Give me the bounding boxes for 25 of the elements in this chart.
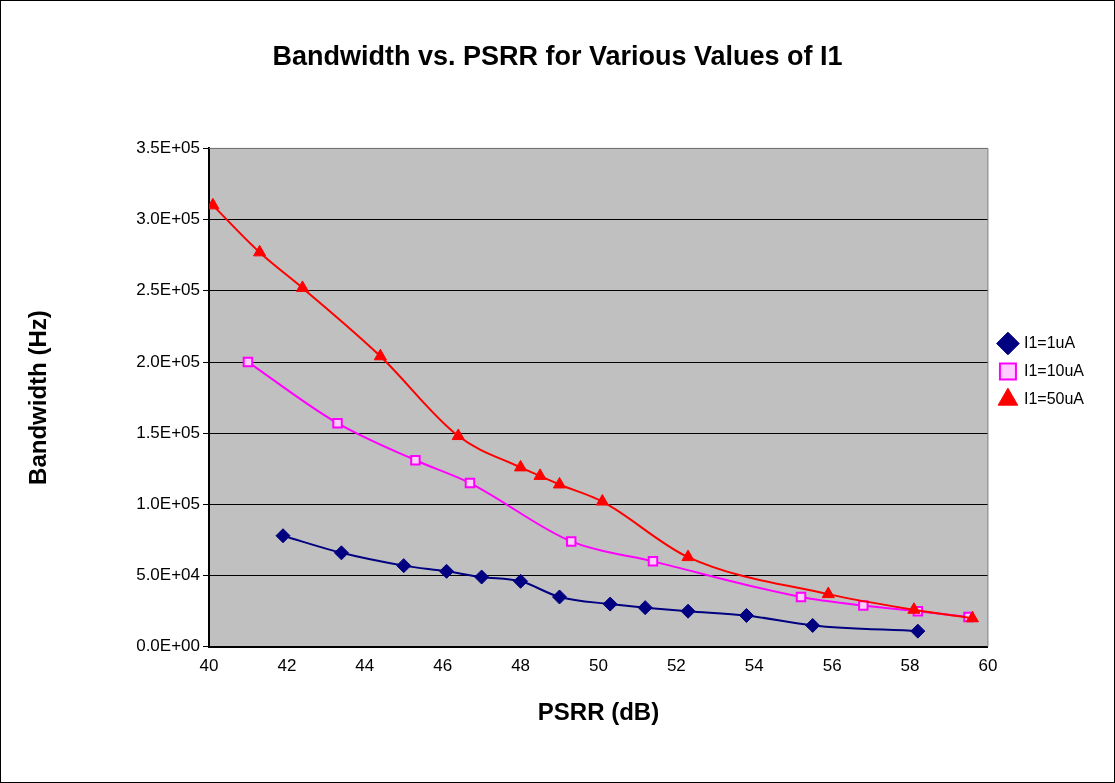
x-tick-label: 54 <box>744 655 764 675</box>
y-tick-label: 2.5E+05 <box>136 280 200 300</box>
chart-title: Bandwidth vs. PSRR for Various Values of I1 <box>272 40 843 71</box>
x-axis-title: PSRR (dB) <box>537 698 660 726</box>
legend-label: I1=50uA <box>1023 389 1085 407</box>
y-tick-label: 0.0E+00 <box>136 636 200 656</box>
x-tick-label: 60 <box>978 655 998 675</box>
x-tick-label: 48 <box>511 655 531 675</box>
y-tick-label: 1.5E+05 <box>136 422 200 442</box>
x-tick-label: 58 <box>900 655 920 675</box>
legend-label: I1=1uA <box>1023 333 1076 351</box>
x-tick-label: 40 <box>199 655 219 675</box>
y-tick-label: 1.0E+05 <box>136 494 200 514</box>
x-tick-label: 52 <box>666 655 686 675</box>
y-tick-label: 5.0E+04 <box>136 565 200 585</box>
y-tick-label: 3.5E+05 <box>136 138 200 158</box>
y-axis-title: Bandwidth (Hz) <box>24 310 52 485</box>
x-tick-label: 56 <box>822 655 842 675</box>
x-tick-label: 44 <box>355 655 375 675</box>
x-tick-label: 46 <box>433 655 453 675</box>
x-tick-label: 50 <box>589 655 608 675</box>
y-tick-label: 2.0E+05 <box>136 351 200 371</box>
x-tick-label: 42 <box>277 655 297 675</box>
legend-label: I1=10uA <box>1023 361 1085 379</box>
y-tick-label: 3.0E+05 <box>136 209 200 229</box>
